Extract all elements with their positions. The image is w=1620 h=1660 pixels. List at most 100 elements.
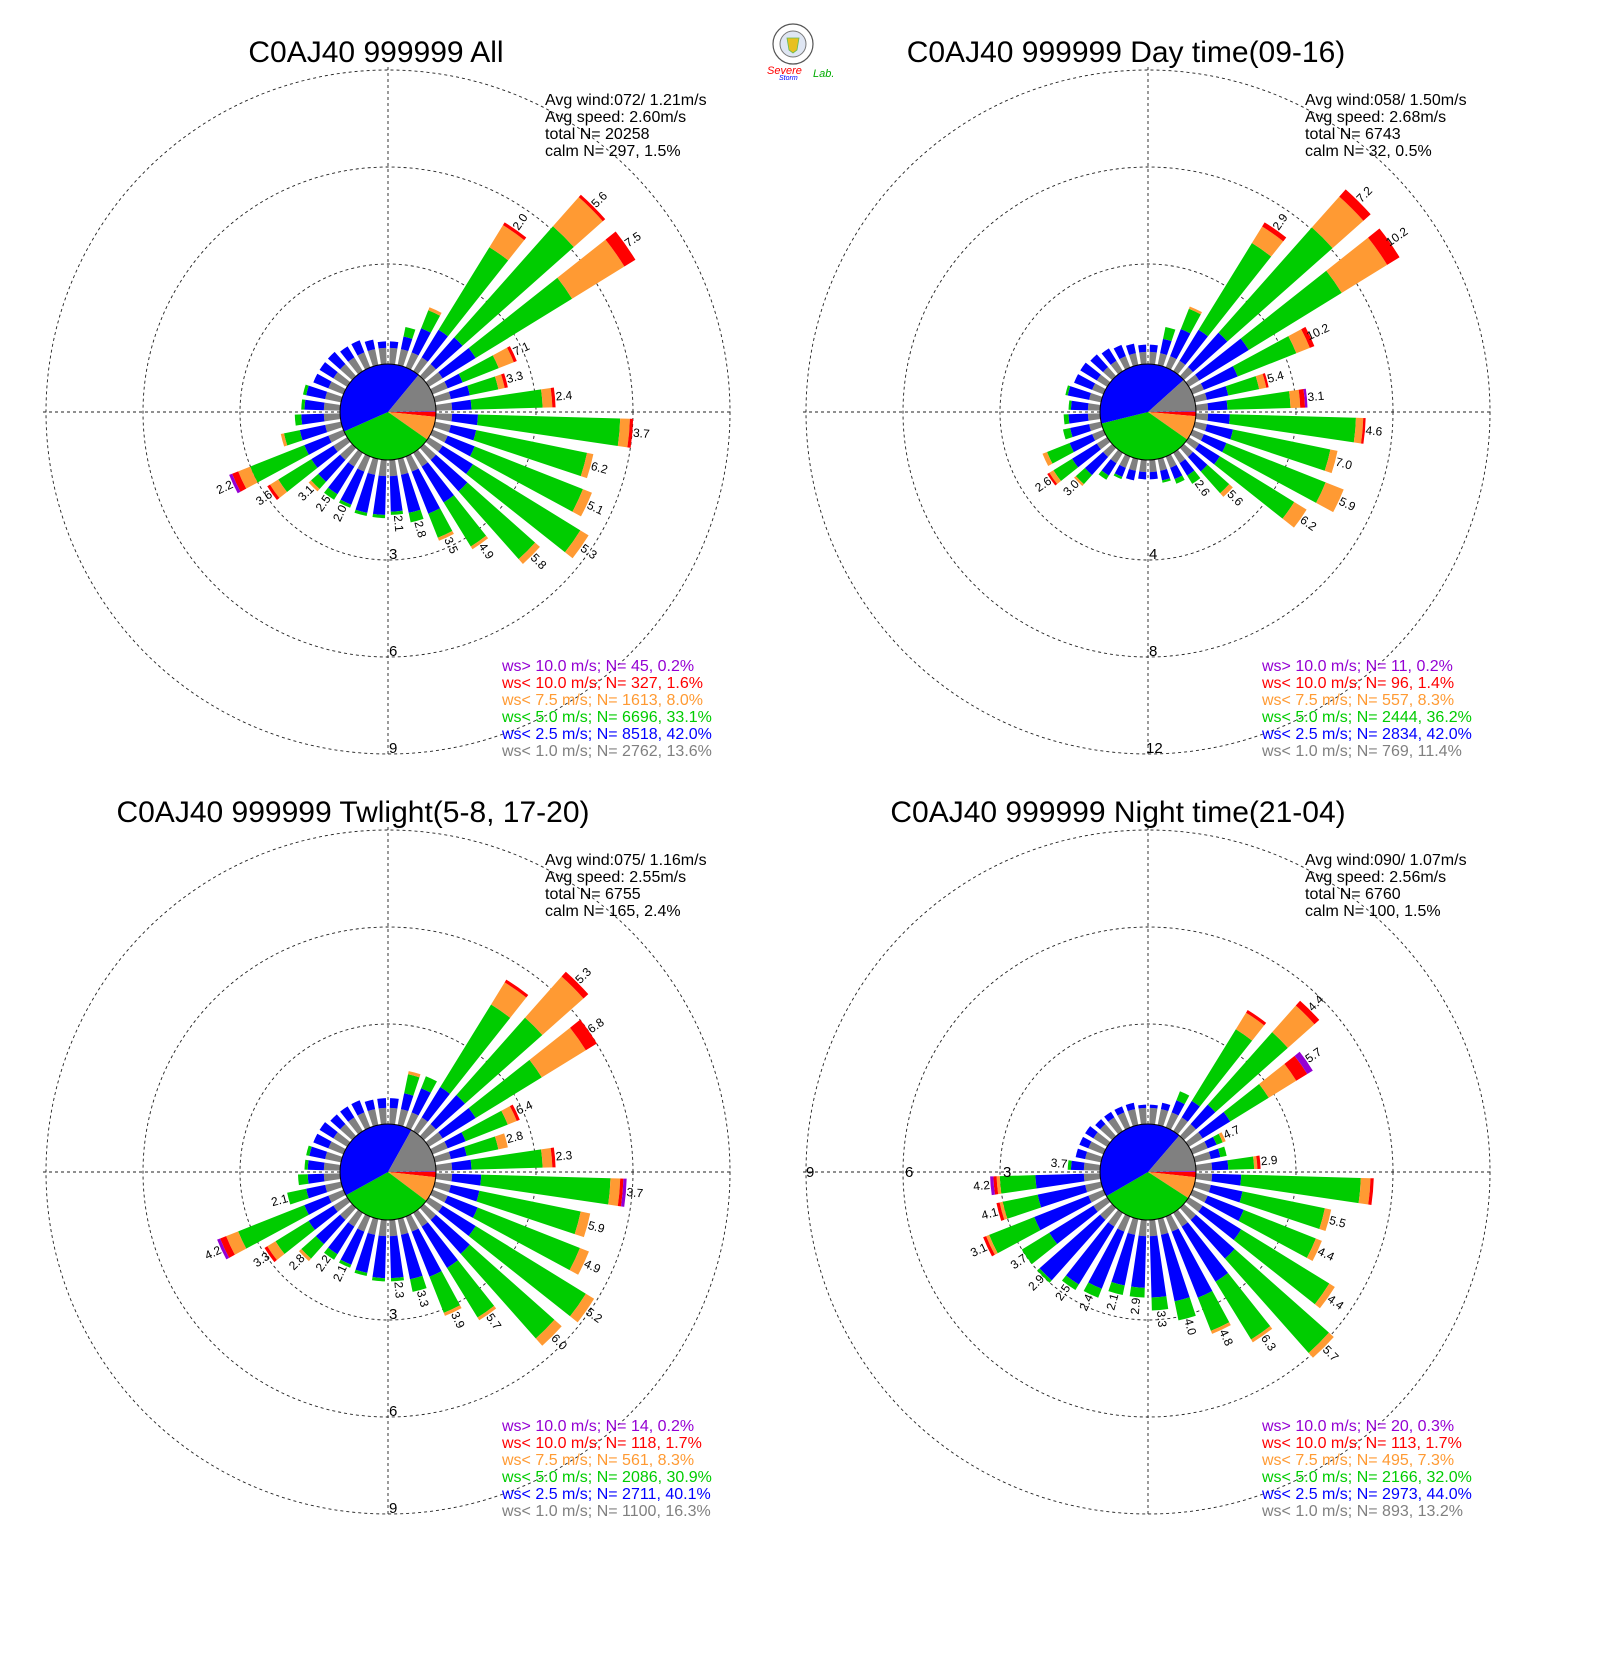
sector-15-bar-lt7-5 (443, 1305, 462, 1316)
sector-24-bar-lt5 (250, 445, 309, 483)
sector-5-bar-lt10 (1284, 1055, 1308, 1081)
sector-27-bar-lt1 (1083, 1162, 1101, 1171)
legend-ws-lt1: ws< 1.0 m/s; N= 2762, 13.6% (501, 743, 712, 760)
sector-12-bar-lt5 (1233, 1229, 1330, 1305)
calm-pie-slice-gt10 (1148, 411, 1197, 412)
sector-29-bar-lt2-5 (313, 1133, 332, 1149)
windrose-chart-day: 2.97.210.210.25.43.14.67.05.96.25.62.63.… (803, 36, 1493, 760)
sector-9-bar-lt5 (1229, 414, 1356, 443)
legend-ws-gt10: ws> 10.0 m/s; N= 20, 0.3% (1261, 1418, 1454, 1435)
sector-10-bar-lt5 (473, 430, 588, 477)
sector-4-bar-lt7-5 (552, 197, 603, 248)
sector-4-bar-lt7-5 (525, 976, 584, 1035)
sector-30-bar-lt1 (1093, 1132, 1111, 1147)
sector-18-bar-lt2-5 (372, 475, 387, 515)
sector-6-bar-lt7-5 (1218, 1132, 1226, 1143)
sector-2-bar-lt7-5 (1188, 306, 1202, 315)
sector-8-bar-lt1 (435, 1162, 453, 1171)
sector-5-bar-lt5 (1240, 270, 1342, 350)
sector-1-bar-lt2-5 (400, 336, 413, 352)
sector-24-bar-lt2-5 (304, 435, 332, 455)
calm-pie-slice-lt1 (388, 375, 436, 412)
sector-13-bar-lt1 (419, 1203, 436, 1220)
sector-17-label: 2.1 (391, 515, 406, 533)
sector-23-bar-lt2-5 (1072, 443, 1101, 468)
sector-2-bar-lt2-5 (411, 328, 431, 356)
sector-3-bar-lt1 (1173, 360, 1186, 375)
sector-16-bar-lt2-5 (1160, 469, 1171, 481)
sector-8-bar-lt2-5 (451, 1159, 472, 1171)
calm-pie (339, 363, 437, 461)
sector-6-bar-lt10 (1301, 326, 1315, 348)
sector-9-bar-lt2-5 (1207, 413, 1230, 424)
sector-2-bar-lt5 (421, 310, 441, 333)
sector-25-bar-lt2-5 (1070, 424, 1091, 438)
ring-label-1: 3 (389, 1306, 397, 1323)
sector-bars (229, 194, 636, 564)
sector-28-bar-lt1 (325, 1151, 343, 1163)
sector-9-label: 3.7 (632, 426, 650, 441)
sector-28-bar-lt2-5 (309, 1146, 328, 1160)
sector-31-bar-lt2-5 (1090, 354, 1109, 373)
sector-6-bar-lt5 (461, 1110, 508, 1142)
sector-16-bar-lt2-5 (1160, 1232, 1190, 1302)
sector-1-bar-lt2-5 (1160, 1102, 1171, 1112)
sector-15-bar-lt2-5 (411, 468, 441, 514)
sector-10-bar-lt7-5 (580, 452, 594, 479)
sector-8-bar-gt10 (1303, 388, 1308, 408)
sector-20-bar-lt5 (1113, 473, 1123, 480)
sector-12-bar-lt7-5 (564, 530, 589, 559)
sector-22-bar-lt1 (1100, 1203, 1117, 1220)
logo-shield-icon (786, 37, 800, 54)
sector-27-bar-lt2-5 (304, 399, 325, 411)
sector-24-bar-gt10 (229, 473, 241, 494)
sector-17-label: 3.3 (1154, 1310, 1169, 1328)
sector-28-bar-lt2-5 (1075, 1148, 1088, 1160)
sector-1-bar-lt1 (1157, 353, 1167, 367)
chart-title: C0AJ40 999999 Twlight(5-8, 17-20) (116, 796, 589, 829)
sector-23-bar-lt1 (333, 437, 351, 452)
sector-0-bar-lt2-5 (389, 341, 399, 349)
sector-1-bar-lt1 (397, 349, 409, 367)
sector-8-bar-lt7-5 (1253, 1156, 1258, 1170)
sector-12-bar-lt5 (468, 1225, 586, 1317)
sector-26-bar-lt5 (1063, 414, 1070, 425)
sector-35-bar-lt1 (378, 347, 387, 365)
sector-24-bar-gt10 (217, 1238, 230, 1260)
calm-pie-slice-lt7-5 (1148, 412, 1196, 440)
sector-25-bar-lt1 (325, 1181, 343, 1193)
calm-pie-slice-lt10 (388, 1172, 436, 1178)
sector-11-bar-lt5 (472, 1207, 580, 1271)
sector-4-bar-lt2-5 (1187, 332, 1228, 373)
sector-6-bar-lt7-5 (501, 1106, 517, 1125)
sector-9-bar-lt5 (1240, 1174, 1361, 1204)
sector-12-bar-lt1 (425, 437, 443, 452)
sector-5-bar-lt5 (468, 277, 573, 359)
calm-pie-outline (1099, 363, 1197, 461)
sector-10-bar-lt2-5 (1208, 1184, 1243, 1203)
sector-29-bar-lt1 (1092, 383, 1106, 395)
sector-9-bar-lt2-5 (451, 413, 478, 426)
legend-ws-gt10: ws> 10.0 m/s; N= 14, 0.2% (501, 1418, 694, 1435)
sector-10-label: 7.0 (1334, 455, 1354, 473)
windrose-panel-day: 2.9 7.2 10.2 10.2 5.4 3.1 4.6 7.0 5.9 6.2 5.6 2.6 3.… (760, 0, 1570, 810)
sector-0-bar-lt1 (1149, 1107, 1158, 1125)
sector-2-bar-lt1 (405, 352, 419, 370)
sector-23-bar-lt1 (333, 1197, 351, 1212)
sector-14-bar-lt5 (1187, 470, 1201, 484)
sector-27-bar-lt1 (1087, 403, 1101, 411)
sector-4-bar-lt10 (1295, 1000, 1320, 1025)
sector-11-bar-lt2-5 (1200, 434, 1227, 453)
legend-ws-lt10: ws< 10.0 m/s; N= 118, 1.7% (501, 1435, 702, 1452)
sector-9-bar-lt10 (1361, 418, 1366, 444)
sector-29-bar-lt2-5 (313, 373, 332, 389)
sector-13-bar-lt5 (460, 1244, 555, 1339)
logo-text-severe: Severe (767, 65, 802, 77)
sector-20-label: 2.0 (330, 502, 350, 523)
sector-7-bar-lt5 (464, 1136, 499, 1156)
sector-14-bar-lt7-5 (477, 1305, 497, 1321)
sector-26-bar-lt5 (999, 1175, 1037, 1194)
sector-25-bar-lt10 (996, 1202, 1005, 1221)
sector-25-bar-lt1 (1089, 421, 1103, 431)
sector-2-bar-lt1 (1165, 356, 1177, 370)
